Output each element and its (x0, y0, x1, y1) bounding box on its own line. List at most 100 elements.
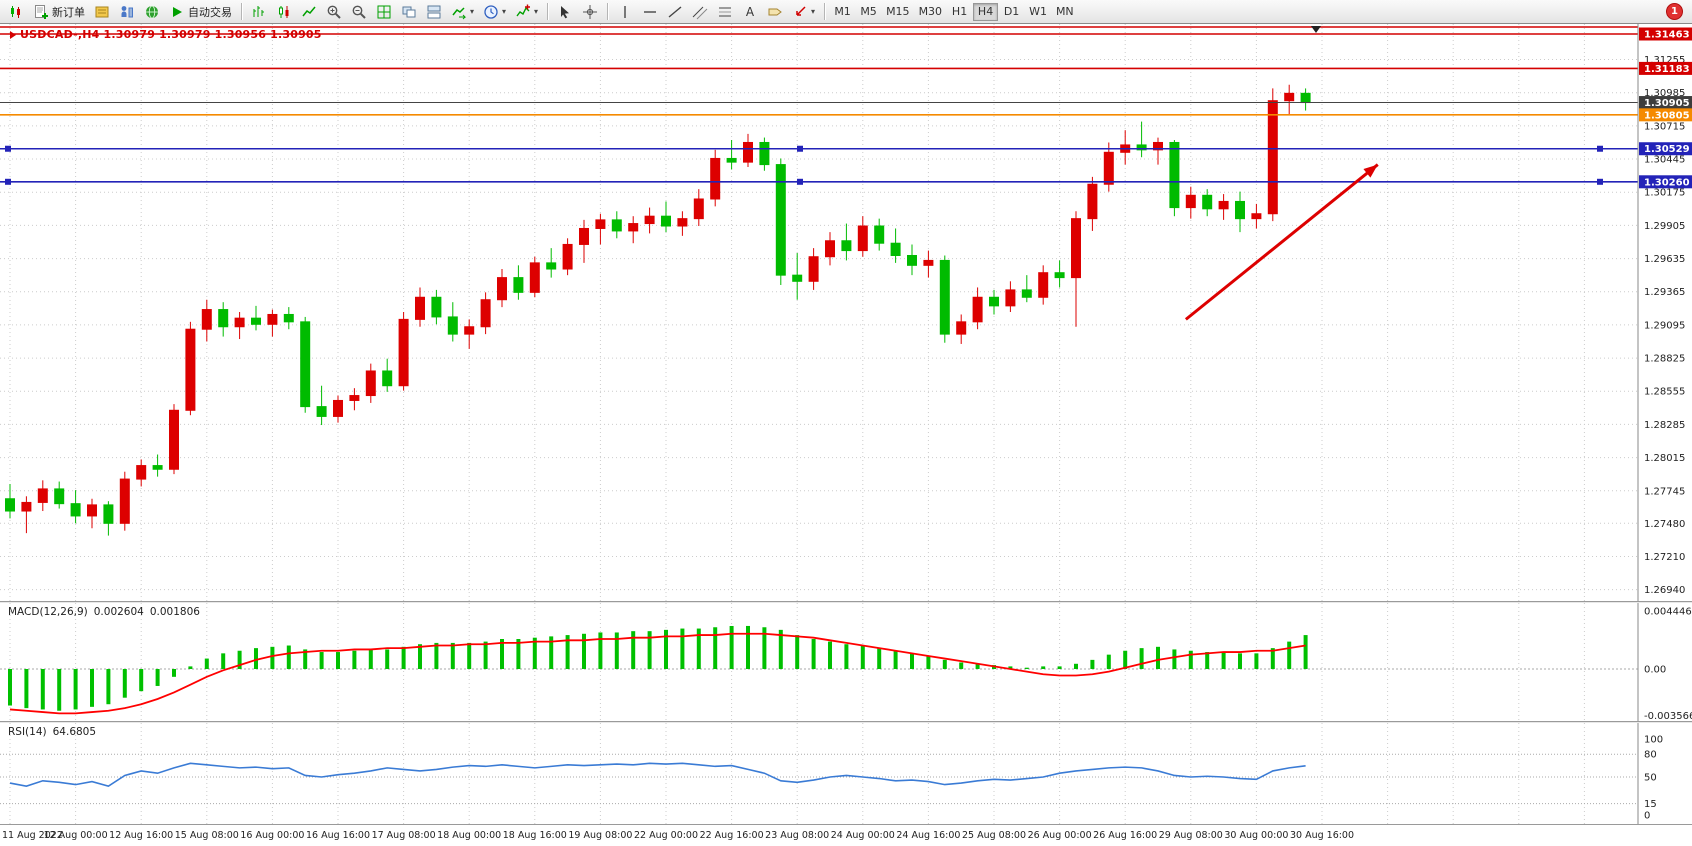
time-label: 16 Aug 00:00 (240, 830, 305, 841)
svg-text:1.26940: 1.26940 (1644, 585, 1685, 596)
panel-separator[interactable] (0, 721, 1692, 723)
time-label: 30 Aug 00:00 (1224, 830, 1289, 841)
navigator-icon (119, 4, 135, 20)
rsi-level-lines (0, 753, 1638, 805)
svg-text:1.27210: 1.27210 (1644, 552, 1685, 563)
arrows-tool-button[interactable]: ▾ (788, 2, 819, 22)
line-chart-icon (301, 4, 317, 20)
indicators-icon (515, 4, 531, 20)
cursor-tool-button[interactable] (553, 2, 577, 22)
zoom-in-icon (326, 4, 342, 20)
svg-text:1.29905: 1.29905 (1644, 221, 1685, 232)
timeframe-mn-button[interactable]: MN (1052, 3, 1078, 21)
channel-tool-button[interactable] (688, 2, 712, 22)
trend-arrow[interactable] (1184, 163, 1379, 321)
svg-text:-0.003566: -0.003566 (1644, 711, 1692, 721)
svg-text:0: 0 (1644, 811, 1650, 822)
bar-chart-type-button[interactable] (247, 2, 271, 22)
timeframe-h1-button[interactable]: H1 (947, 3, 972, 21)
svg-text:100: 100 (1644, 735, 1663, 746)
bar-chart-icon (251, 4, 267, 20)
price-chart-canvas[interactable]: 1.31255 1.30985 1.30715 1.30445 1.30175 1.299… (0, 24, 1692, 601)
vertical-line-icon (617, 4, 633, 20)
trendline-tool-button[interactable] (663, 2, 687, 22)
notification-badge[interactable]: 1 (1666, 3, 1683, 20)
macd-histogram (8, 625, 1308, 711)
time-label: 18 Aug 00:00 (437, 830, 502, 841)
tile-windows-button[interactable] (372, 2, 396, 22)
autotrade-button[interactable]: 自动交易 (165, 2, 236, 22)
chevron-down-icon: ▾ (502, 6, 507, 16)
rsi-canvas[interactable]: 100 80 50 150 (0, 723, 1692, 824)
navigator-button[interactable] (115, 2, 139, 22)
timeframe-m1-button[interactable]: M1 (830, 3, 855, 21)
cascade-windows-button[interactable] (397, 2, 421, 22)
tile-windows-icon (376, 4, 392, 20)
svg-text:1.30715: 1.30715 (1644, 121, 1685, 132)
time-label: 17 Aug 08:00 (371, 830, 436, 841)
candlestick-type-button[interactable] (272, 2, 296, 22)
new-order-icon (33, 4, 49, 20)
text-tool-button[interactable]: A (738, 2, 762, 22)
rsi-line (9, 762, 1306, 787)
zoom-in-button[interactable] (322, 2, 346, 22)
new-order-button[interactable]: 新订单 (29, 2, 89, 22)
time-label: 30 Aug 16:00 (1289, 830, 1355, 841)
vertical-gridlines (9, 723, 1585, 824)
arrange-windows-button[interactable] (422, 2, 446, 22)
macd-scale[interactable]: 0.004446 0.00 -0.003566 (1644, 606, 1692, 721)
fibonacci-tool-button[interactable] (713, 2, 737, 22)
label-tool-button[interactable] (763, 2, 787, 22)
timeframe-m5-button[interactable]: M5 (856, 3, 881, 21)
macd-canvas[interactable]: 0.004446 0.00 -0.003566 (0, 603, 1692, 721)
macd-signal-line (9, 632, 1306, 715)
arrow-shape-icon (792, 4, 808, 20)
timeframe-d1-button[interactable]: D1 (999, 3, 1024, 21)
svg-text:15: 15 (1644, 799, 1657, 810)
timeframe-group: M1 M5 M15 M30 H1 H4 D1 W1 MN (830, 2, 1078, 21)
price-scale[interactable]: 1.31255 1.30985 1.30715 1.30445 1.30175 1.299… (1644, 55, 1685, 596)
svg-text:1.30985: 1.30985 (1644, 88, 1685, 99)
svg-text:50: 50 (1644, 773, 1657, 784)
timeframe-w1-button[interactable]: W1 (1025, 3, 1051, 21)
play-icon (169, 4, 185, 20)
symbol-marker-icon (10, 30, 16, 39)
globe-icon (144, 4, 160, 20)
zoom-out-icon (351, 4, 367, 20)
zoom-out-button[interactable] (347, 2, 371, 22)
trendline-icon (667, 4, 683, 20)
horizontal-line-icon (642, 4, 658, 20)
periods-clock-button[interactable]: ▾ (479, 2, 510, 22)
rsi-scale[interactable]: 100 80 50 150 (1644, 735, 1663, 822)
timeframe-m15-button[interactable]: M15 (882, 3, 914, 21)
time-label: 22 Aug 00:00 (633, 830, 699, 841)
new-chart-button[interactable] (4, 2, 28, 22)
channel-icon (692, 4, 708, 20)
community-button[interactable] (140, 2, 164, 22)
chart-ohlc-label: USDCAD-,H4 1.30979 1.30979 1.30956 1.309… (10, 28, 322, 41)
horizontal-line-tool-button[interactable] (638, 2, 662, 22)
horizontal-line-objects[interactable] (0, 26, 1638, 185)
svg-text:1.31255: 1.31255 (1644, 55, 1685, 66)
crosshair-tool-button[interactable] (578, 2, 602, 22)
chevron-down-icon: ▾ (470, 6, 475, 16)
auto-scroll-button[interactable]: ▾ (447, 2, 478, 22)
timeframe-h4-button[interactable]: H4 (973, 2, 999, 21)
new-chart-icon (8, 4, 24, 20)
fibonacci-icon (717, 4, 733, 20)
arrange-windows-icon (426, 4, 442, 20)
svg-text:1.28285: 1.28285 (1644, 420, 1685, 431)
panel-separator[interactable] (0, 601, 1692, 603)
vertical-line-tool-button[interactable] (613, 2, 637, 22)
line-chart-type-button[interactable] (297, 2, 321, 22)
market-watch-button[interactable] (90, 2, 114, 22)
timeframe-m30-button[interactable]: M30 (915, 3, 947, 21)
horizontal-gridlines (0, 59, 1638, 591)
macd-indicator-label: MACD(12,26,9) 0.002604 0.001806 (8, 606, 200, 618)
chart-shift-marker[interactable] (1311, 26, 1321, 33)
svg-text:1.31183: 1.31183 (1644, 64, 1690, 75)
market-watch-icon (94, 4, 110, 20)
indicators-button[interactable]: ▾ (511, 2, 542, 22)
time-axis[interactable]: 11 Aug 2022 12 Aug 00:00 12 Aug 16:00 15 Au… (0, 825, 1692, 846)
